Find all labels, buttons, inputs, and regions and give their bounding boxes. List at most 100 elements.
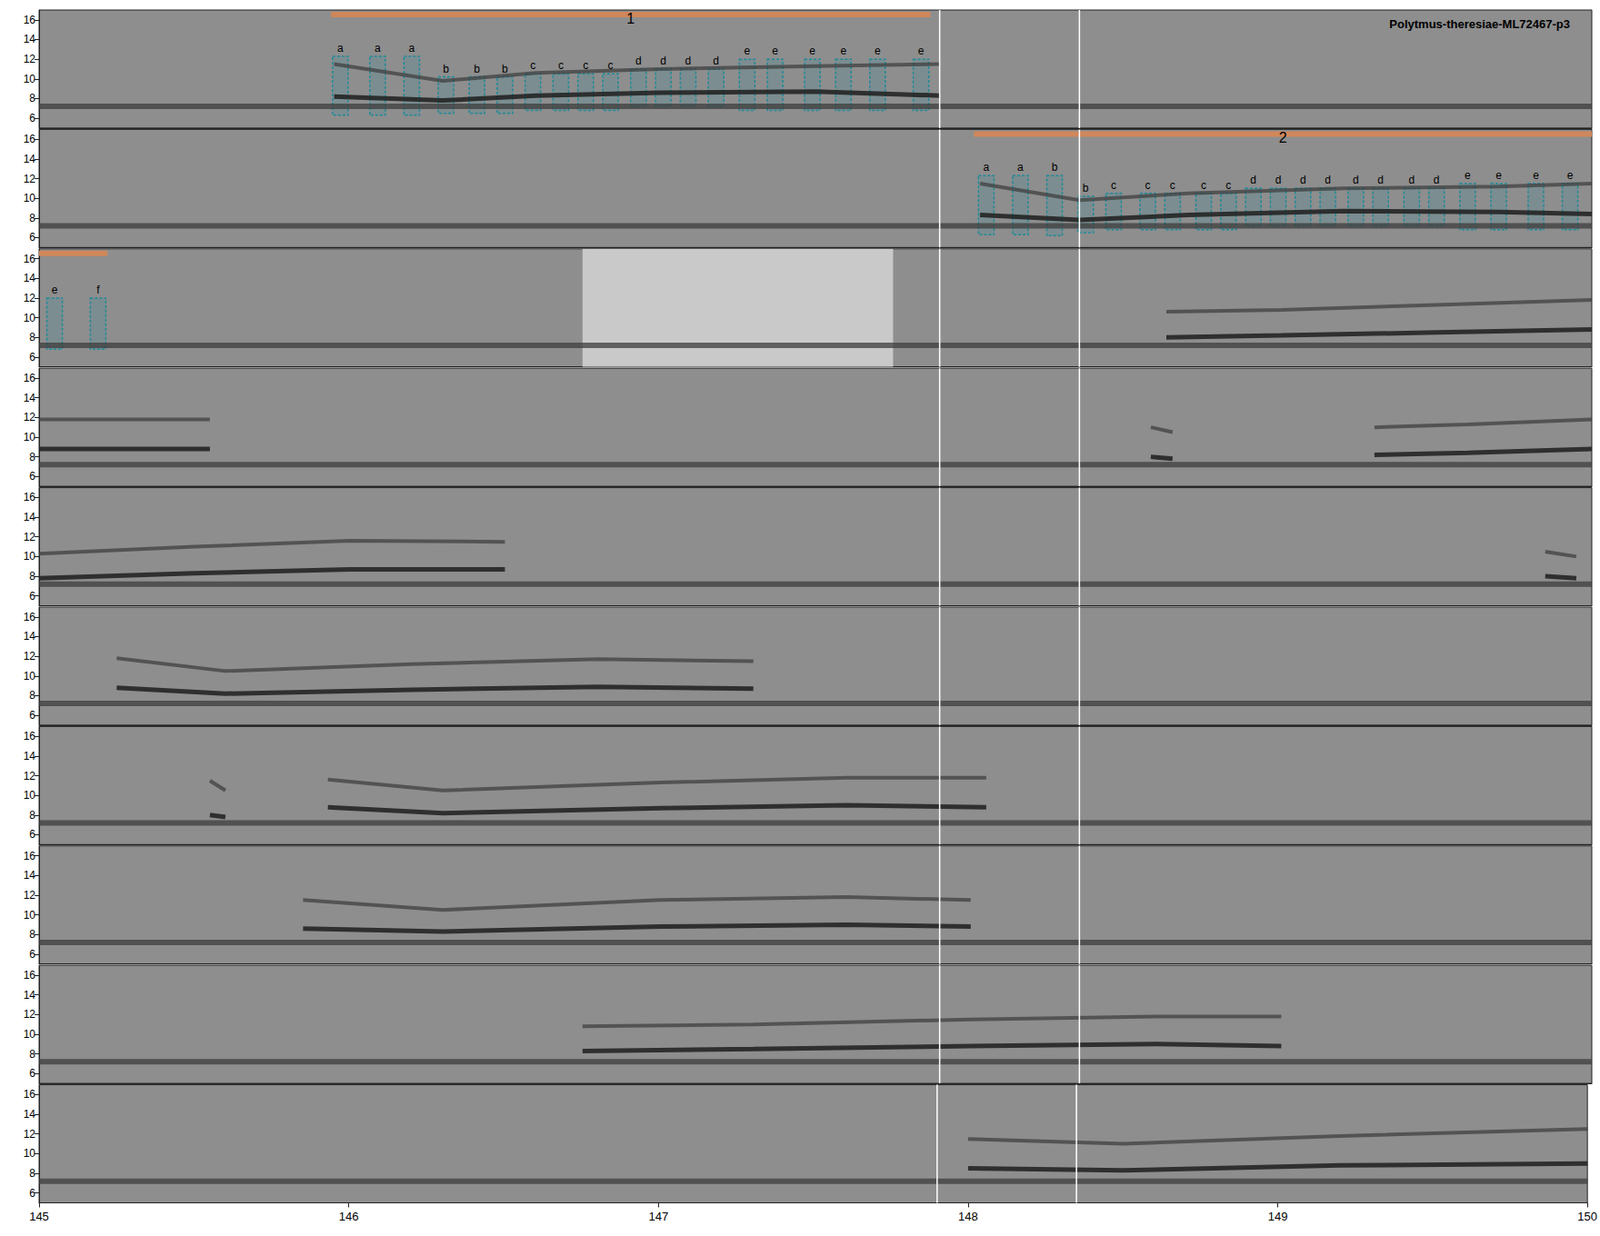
- svg-text:d: d: [1300, 173, 1307, 187]
- svg-text:14: 14: [23, 750, 37, 763]
- svg-text:14: 14: [23, 989, 37, 1002]
- svg-text:148: 148: [958, 1210, 979, 1224]
- svg-text:1: 1: [626, 10, 635, 27]
- svg-text:6: 6: [29, 111, 36, 125]
- svg-text:d: d: [660, 54, 667, 68]
- svg-text:8: 8: [29, 1167, 36, 1180]
- svg-text:e: e: [809, 44, 816, 58]
- svg-text:12: 12: [23, 770, 37, 783]
- svg-text:8: 8: [29, 928, 36, 941]
- svg-text:d: d: [1377, 173, 1384, 187]
- svg-text:8: 8: [29, 211, 36, 225]
- svg-text:e: e: [840, 44, 847, 58]
- svg-text:16: 16: [23, 13, 37, 27]
- svg-text:b: b: [473, 62, 480, 76]
- svg-text:14: 14: [23, 630, 37, 643]
- svg-text:c: c: [1170, 179, 1176, 192]
- svg-text:6: 6: [29, 470, 36, 483]
- svg-text:8: 8: [29, 330, 36, 344]
- svg-text:d: d: [1433, 173, 1440, 187]
- svg-text:8: 8: [29, 570, 36, 583]
- svg-text:8: 8: [29, 1048, 36, 1061]
- svg-text:6: 6: [29, 828, 36, 841]
- svg-text:16: 16: [23, 1088, 37, 1101]
- svg-text:10: 10: [23, 789, 37, 802]
- svg-text:12: 12: [23, 1008, 37, 1021]
- svg-text:c: c: [1225, 179, 1231, 192]
- svg-text:16: 16: [23, 490, 37, 504]
- svg-text:b: b: [1051, 160, 1059, 174]
- svg-text:6: 6: [29, 1067, 36, 1080]
- svg-text:12: 12: [23, 410, 37, 424]
- svg-text:12: 12: [23, 889, 37, 902]
- svg-text:16: 16: [23, 610, 37, 624]
- svg-text:10: 10: [23, 430, 37, 444]
- svg-text:6: 6: [29, 350, 36, 364]
- svg-text:12: 12: [23, 291, 37, 305]
- svg-text:c: c: [1200, 179, 1207, 192]
- svg-text:d: d: [685, 54, 692, 68]
- svg-text:12: 12: [23, 1128, 37, 1141]
- svg-text:10: 10: [23, 72, 37, 86]
- svg-text:b: b: [442, 62, 450, 76]
- svg-text:e: e: [1495, 169, 1502, 182]
- svg-text:b: b: [1082, 181, 1090, 195]
- svg-text:d: d: [1324, 173, 1331, 187]
- svg-text:a: a: [374, 41, 381, 55]
- svg-text:146: 146: [339, 1210, 360, 1224]
- svg-text:16: 16: [23, 252, 37, 266]
- svg-text:147: 147: [648, 1210, 669, 1224]
- svg-text:10: 10: [23, 550, 37, 563]
- svg-text:14: 14: [23, 869, 37, 882]
- svg-text:16: 16: [23, 969, 37, 982]
- svg-text:e: e: [744, 44, 751, 58]
- svg-text:8: 8: [29, 450, 36, 464]
- svg-text:16: 16: [23, 371, 37, 385]
- svg-text:10: 10: [23, 1028, 37, 1041]
- svg-text:149: 149: [1268, 1210, 1289, 1224]
- svg-text:e: e: [1532, 169, 1540, 182]
- svg-text:145: 145: [29, 1210, 50, 1224]
- svg-text:2: 2: [1279, 130, 1288, 146]
- svg-text:a: a: [1017, 160, 1024, 174]
- svg-text:14: 14: [23, 32, 37, 46]
- svg-text:10: 10: [23, 909, 37, 922]
- svg-text:e: e: [874, 44, 881, 58]
- svg-text:c: c: [1110, 179, 1117, 192]
- svg-text:b: b: [501, 62, 509, 76]
- svg-text:c: c: [558, 59, 564, 72]
- svg-text:8: 8: [29, 91, 36, 105]
- svg-text:e: e: [771, 44, 779, 58]
- svg-text:a: a: [337, 41, 344, 55]
- svg-text:a: a: [983, 160, 990, 174]
- svg-text:16: 16: [23, 850, 37, 863]
- svg-text:6: 6: [29, 230, 36, 244]
- svg-text:d: d: [1352, 173, 1360, 187]
- svg-text:d: d: [1250, 173, 1257, 187]
- svg-text:16: 16: [23, 132, 37, 146]
- svg-text:e: e: [1464, 169, 1471, 182]
- svg-text:16: 16: [23, 730, 37, 743]
- svg-text:12: 12: [23, 172, 37, 186]
- svg-text:12: 12: [23, 530, 37, 544]
- svg-text:d: d: [1275, 173, 1282, 187]
- svg-text:8: 8: [29, 689, 36, 702]
- svg-text:10: 10: [23, 670, 37, 683]
- svg-text:e: e: [51, 283, 59, 297]
- svg-text:10: 10: [23, 191, 37, 205]
- svg-text:14: 14: [23, 510, 37, 524]
- svg-text:14: 14: [23, 152, 37, 166]
- svg-text:14: 14: [23, 391, 37, 405]
- svg-text:d: d: [635, 54, 642, 68]
- svg-text:e: e: [1567, 169, 1574, 182]
- svg-text:6: 6: [29, 590, 36, 603]
- svg-text:c: c: [1145, 179, 1151, 192]
- svg-text:14: 14: [23, 271, 37, 285]
- svg-text:10: 10: [23, 1147, 37, 1160]
- svg-text:d: d: [1409, 173, 1416, 187]
- svg-text:f: f: [96, 283, 100, 297]
- svg-text:6: 6: [29, 948, 36, 961]
- svg-text:6: 6: [29, 1187, 36, 1200]
- svg-text:150: 150: [1577, 1210, 1598, 1224]
- svg-text:14: 14: [23, 1108, 37, 1121]
